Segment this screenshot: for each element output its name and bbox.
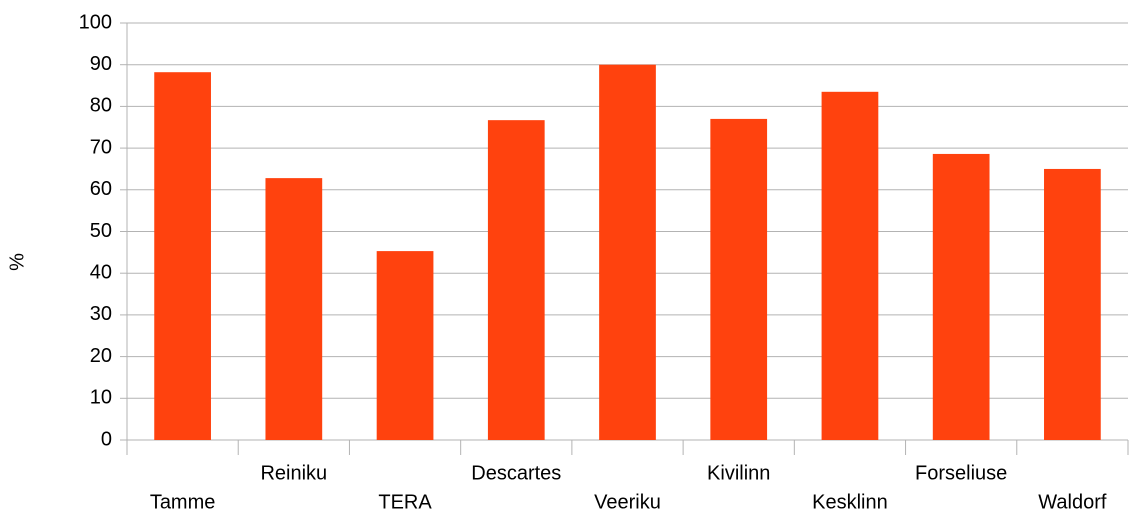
x-tick-label: TERA [378,491,432,513]
bar [821,91,879,441]
y-tick-label: 100 [79,11,112,33]
x-tick-label: Descartes [471,462,561,484]
x-tick-label: Tamme [150,491,216,513]
bar [265,178,323,440]
y-tick-label: 20 [90,345,112,367]
y-tick-label: 90 [90,53,112,75]
bar [932,153,990,441]
bar [710,118,768,440]
y-tick-label: 80 [90,95,112,117]
x-tick-label: Waldorf [1038,491,1107,513]
y-tick-label: 40 [90,261,112,283]
x-tick-label: Kivilinn [707,462,770,484]
y-tick-label: 70 [90,136,112,158]
x-tick-label: Reiniku [260,462,327,484]
y-tick-label: 30 [90,303,112,325]
y-tick-label: 0 [101,428,112,450]
x-tick-label: Veeriku [594,491,661,513]
x-tick-label: Kesklinn [812,491,888,513]
bar [1044,168,1101,440]
bar [154,72,211,441]
y-tick-label: 50 [90,220,112,242]
bar [599,64,656,440]
y-axis-label: % [6,253,28,271]
y-tick-label: 60 [90,178,112,200]
x-tick-label: Forseliuse [915,462,1007,484]
y-tick-label: 10 [90,387,112,409]
bar [487,120,545,440]
bar [376,251,434,440]
